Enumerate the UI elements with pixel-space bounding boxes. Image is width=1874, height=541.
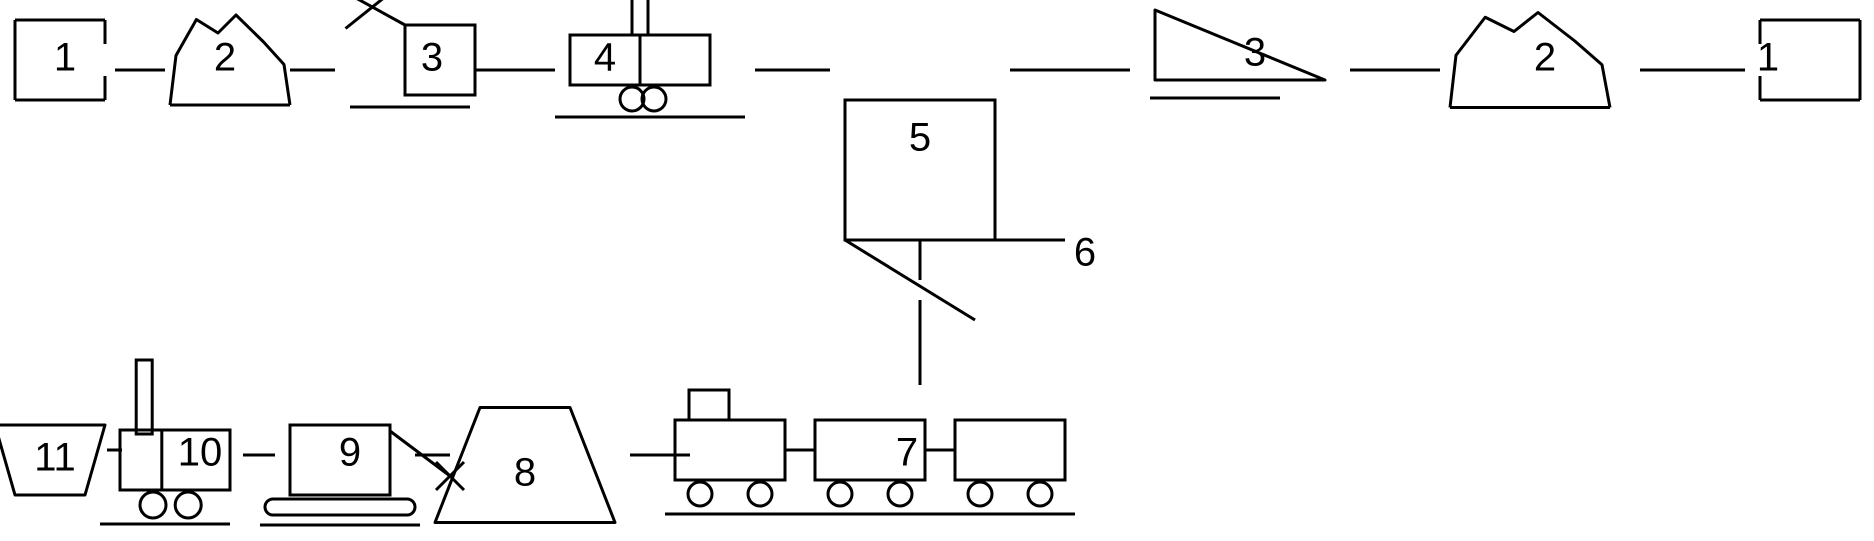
node-label: 3 xyxy=(1244,31,1266,75)
node-label: 8 xyxy=(514,451,536,495)
node-n3_left: 3 xyxy=(335,0,475,107)
node-label: 6 xyxy=(1074,231,1096,275)
node-n2_right: 2 xyxy=(1450,13,1610,108)
node-label: 4 xyxy=(594,36,616,80)
node-label: 5 xyxy=(909,116,931,160)
node-n2_left: 2 xyxy=(170,15,290,105)
node-n9: 9 xyxy=(260,425,464,525)
node-n6: 6 xyxy=(1074,231,1096,275)
node-label: 3 xyxy=(421,36,443,80)
node-n7: 7 xyxy=(665,390,1075,514)
node-label: 11 xyxy=(34,436,76,480)
node-n3_right: 3 xyxy=(1150,10,1325,98)
nodes: 1 2 3 4 5 6 3 2 1 7 8 9 10 11 xyxy=(0,0,1860,525)
node-label: 1 xyxy=(1757,36,1779,80)
node-n5: 5 xyxy=(845,100,1065,320)
node-n1_left: 1 xyxy=(15,20,105,100)
node-label: 2 xyxy=(1534,36,1556,80)
node-n4: 4 xyxy=(555,0,745,117)
node-label: 2 xyxy=(214,36,236,80)
node-n11: 11 xyxy=(0,425,105,495)
node-label: 9 xyxy=(339,431,361,475)
node-label: 7 xyxy=(896,431,918,475)
node-n10: 10 xyxy=(100,360,230,524)
node-n1_right: 1 xyxy=(1757,20,1860,100)
node-label: 1 xyxy=(54,36,76,80)
process-flow-diagram: 1 2 3 4 5 6 3 2 1 7 8 9 10 11 xyxy=(0,0,1874,541)
node-label: 10 xyxy=(178,431,223,475)
